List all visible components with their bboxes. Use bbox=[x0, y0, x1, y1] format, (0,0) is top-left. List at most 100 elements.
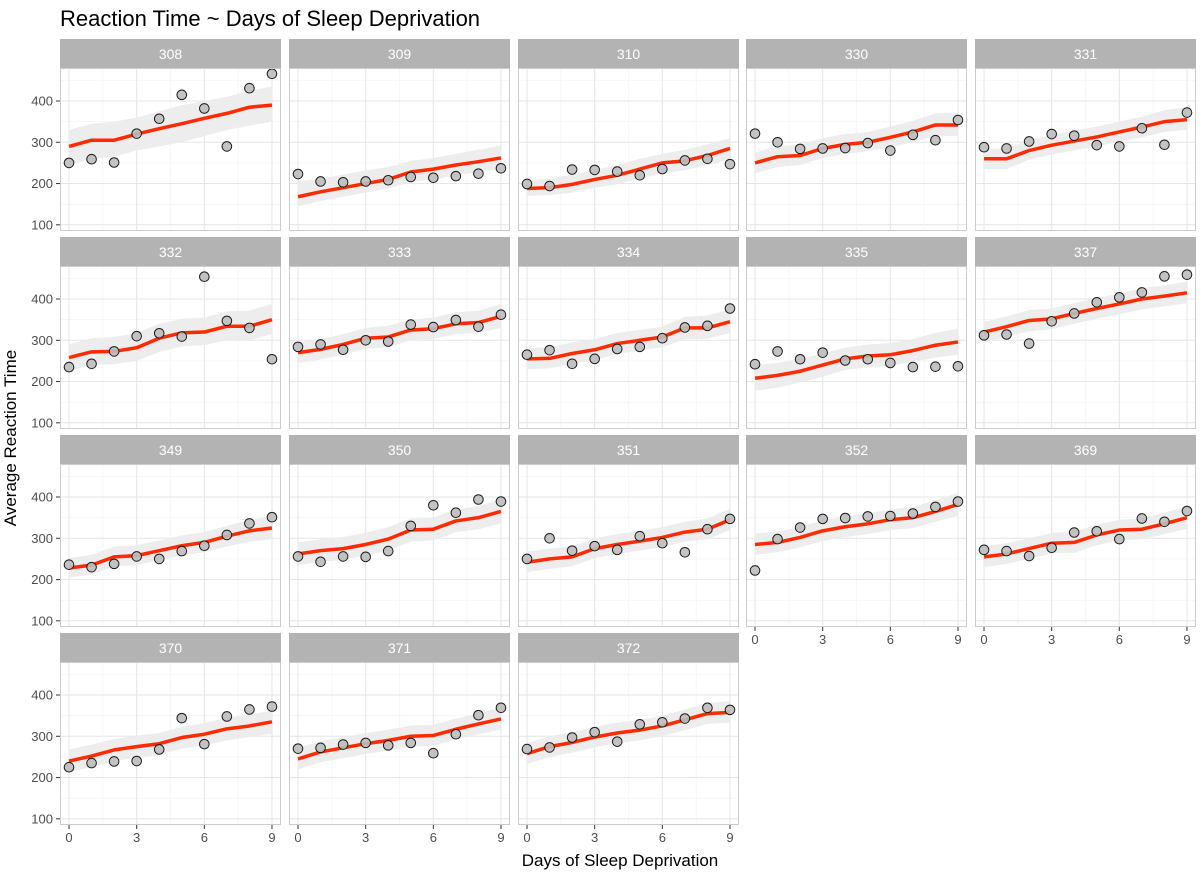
y-tick-label: 100 bbox=[31, 811, 53, 826]
y-axis-title: Average Reaction Time bbox=[1, 350, 20, 526]
y-tick-label: 400 bbox=[31, 94, 53, 109]
data-point bbox=[952, 360, 964, 372]
x-tick-label: 6 bbox=[430, 830, 437, 845]
data-point bbox=[473, 168, 484, 179]
facet-panel-331: 331 bbox=[975, 39, 1196, 231]
data-point bbox=[978, 544, 990, 556]
facet-strip bbox=[289, 435, 510, 464]
panel-border bbox=[518, 266, 739, 429]
x-tick-label: 9 bbox=[268, 830, 275, 845]
facet-strip-label: 331 bbox=[1074, 46, 1098, 62]
data-point bbox=[63, 559, 75, 570]
panel-border bbox=[975, 266, 1196, 429]
data-point bbox=[63, 157, 75, 169]
facet-strip bbox=[60, 39, 281, 68]
fit-line bbox=[754, 123, 958, 165]
panel-border bbox=[60, 68, 281, 231]
data-point bbox=[589, 353, 600, 365]
facet-strip bbox=[289, 237, 510, 266]
facet-strip-label: 372 bbox=[617, 640, 641, 656]
data-point bbox=[679, 155, 691, 166]
data-point bbox=[885, 510, 896, 522]
data-point bbox=[108, 558, 120, 570]
data-point bbox=[544, 344, 555, 356]
data-point bbox=[337, 344, 349, 356]
data-point bbox=[634, 341, 646, 353]
panel-border bbox=[746, 266, 967, 429]
data-point bbox=[495, 162, 507, 174]
data-point bbox=[405, 319, 417, 330]
facet-strip bbox=[60, 633, 281, 662]
facet-strip-label: 334 bbox=[617, 244, 641, 260]
data-point bbox=[1068, 527, 1080, 538]
data-point bbox=[589, 164, 600, 176]
facet-panel-350: 350 bbox=[289, 435, 510, 627]
data-point bbox=[634, 169, 646, 181]
facet-strip bbox=[746, 39, 967, 68]
data-point bbox=[930, 361, 941, 372]
data-point bbox=[382, 740, 394, 751]
fit-line bbox=[754, 340, 959, 380]
facet-strip bbox=[975, 435, 1196, 464]
data-point bbox=[724, 513, 736, 525]
facet-strip-label: 369 bbox=[1074, 442, 1098, 458]
data-point bbox=[702, 320, 713, 332]
y-tick-label: 200 bbox=[31, 770, 53, 785]
data-point bbox=[473, 709, 484, 721]
data-point bbox=[1159, 139, 1170, 151]
x-tick-label: 0 bbox=[294, 830, 301, 845]
data-point bbox=[566, 732, 578, 743]
data-point bbox=[839, 355, 851, 366]
data-point bbox=[1114, 141, 1125, 152]
panel-border bbox=[518, 662, 739, 825]
data-point bbox=[611, 736, 623, 747]
y-tick-label: 400 bbox=[31, 490, 53, 505]
fit-line bbox=[754, 502, 959, 547]
facet-strip-label: 330 bbox=[845, 46, 869, 62]
data-point bbox=[266, 511, 278, 523]
data-point bbox=[360, 551, 371, 563]
data-point bbox=[108, 346, 120, 357]
data-point bbox=[63, 761, 75, 773]
data-point bbox=[450, 728, 462, 740]
fit-line bbox=[526, 518, 731, 564]
facet-strip bbox=[60, 435, 281, 464]
facet-strip-label: 335 bbox=[845, 244, 869, 260]
data-point bbox=[772, 533, 783, 545]
data-point bbox=[495, 496, 507, 507]
data-point bbox=[1091, 139, 1103, 151]
data-point bbox=[611, 166, 623, 177]
data-point bbox=[772, 136, 783, 148]
data-point bbox=[521, 553, 533, 565]
x-tick-label: 9 bbox=[1183, 632, 1190, 647]
data-point bbox=[382, 174, 394, 186]
data-point bbox=[1023, 338, 1035, 349]
data-point bbox=[634, 530, 646, 542]
fit-line bbox=[983, 291, 1188, 334]
data-point bbox=[1046, 542, 1057, 554]
data-point bbox=[952, 114, 964, 126]
data-point bbox=[1159, 516, 1170, 528]
data-point bbox=[63, 361, 75, 373]
data-point bbox=[521, 178, 533, 190]
data-point bbox=[862, 353, 874, 365]
data-point bbox=[473, 321, 484, 332]
data-point bbox=[495, 309, 507, 320]
data-point bbox=[749, 358, 761, 370]
x-tick-label: 0 bbox=[980, 632, 987, 647]
facet-panel-351: 351 bbox=[518, 435, 739, 627]
data-point bbox=[1023, 550, 1035, 562]
y-tick-label: 300 bbox=[31, 531, 53, 546]
data-point bbox=[86, 358, 97, 370]
facet-strip bbox=[975, 237, 1196, 266]
x-tick-label: 0 bbox=[523, 830, 530, 845]
data-point bbox=[702, 702, 713, 714]
data-point bbox=[86, 757, 97, 769]
panel-border bbox=[60, 464, 281, 627]
facet-strip bbox=[518, 39, 739, 68]
data-point bbox=[1136, 122, 1148, 134]
facet-strip-label: 332 bbox=[159, 244, 183, 260]
data-point bbox=[450, 170, 462, 182]
data-point bbox=[839, 142, 851, 154]
